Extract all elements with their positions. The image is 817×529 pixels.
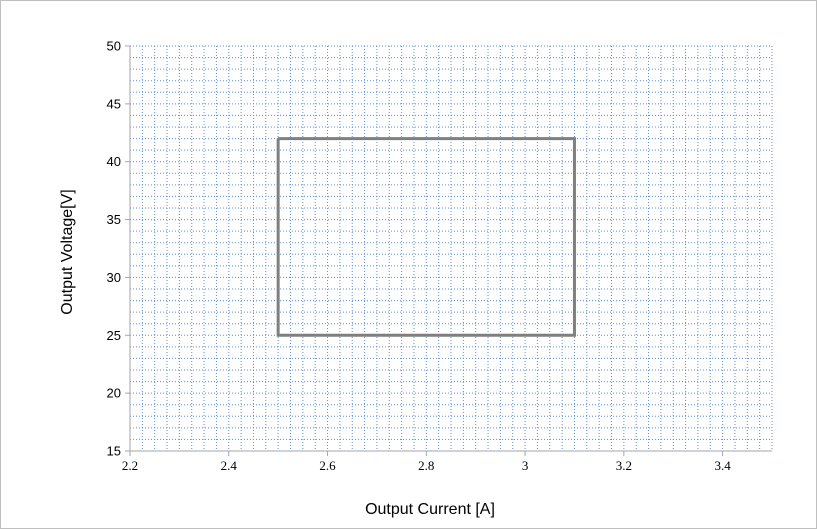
series-line xyxy=(276,137,576,337)
x-tick-labels: 2.2 2.4 2.6 2.8 3 3.2 3.4 xyxy=(122,458,731,473)
x-tick-label: 2.8 xyxy=(418,458,434,473)
x-tick-label: 2.2 xyxy=(122,458,138,473)
x-tick-label: 3 xyxy=(522,458,529,473)
y-tick-label: 45 xyxy=(107,96,121,111)
y-axis-title: Output Voltage[V] xyxy=(59,189,76,314)
y-tick-label: 35 xyxy=(107,212,121,227)
x-tick-label: 3.2 xyxy=(616,458,632,473)
axes xyxy=(125,45,772,456)
x-tick-label: 2.4 xyxy=(221,458,238,473)
x-tick-label: 2.6 xyxy=(319,458,336,473)
x-axis-title: Output Current [A] xyxy=(365,501,495,518)
y-tick-label: 20 xyxy=(107,386,121,401)
x-tick-label: 3.4 xyxy=(714,458,731,473)
y-tick-label: 40 xyxy=(107,154,121,169)
y-tick-label: 30 xyxy=(107,270,121,285)
y-tick-label: 25 xyxy=(107,328,121,343)
y-tick-labels: 15 20 25 30 35 40 45 50 xyxy=(107,39,121,459)
y-tick-label: 15 xyxy=(107,444,121,459)
grid xyxy=(129,45,773,452)
y-tick-label: 50 xyxy=(107,39,121,54)
series-layer xyxy=(276,137,576,337)
